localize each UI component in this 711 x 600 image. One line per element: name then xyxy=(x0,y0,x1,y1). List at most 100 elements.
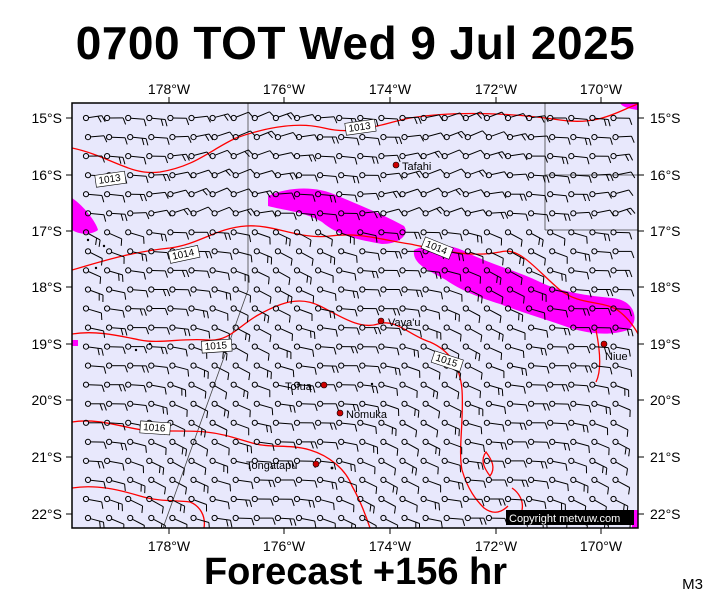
wind-barb-feather xyxy=(438,411,441,419)
wind-barb-shaft xyxy=(617,404,631,411)
wind-barb-shaft xyxy=(214,423,228,431)
wind-barb-feather xyxy=(375,426,377,434)
wind-barb-shaft xyxy=(235,385,249,393)
wind-barb-feather xyxy=(477,462,480,470)
wind-barb-feather xyxy=(546,330,549,338)
wind-barb-feather xyxy=(499,315,502,324)
wind-barb-feather xyxy=(206,411,209,419)
wind-barb-shaft xyxy=(469,290,483,297)
wind-barb-shaft xyxy=(216,328,230,335)
wind-barb-station xyxy=(380,210,387,217)
wind-barb-feather xyxy=(162,289,167,297)
wind-barb-shaft xyxy=(427,480,441,486)
wind-barb-shaft xyxy=(362,384,377,387)
wind-barb-shaft xyxy=(214,187,228,194)
wind-barb-shaft xyxy=(216,404,229,412)
wind-barb-shaft xyxy=(531,308,545,314)
wind-barb-shaft xyxy=(615,461,628,470)
wind-barb-shaft xyxy=(341,461,355,466)
wind-barb-station xyxy=(338,438,345,445)
wind-barb-shaft xyxy=(364,442,378,448)
wind-barb-station xyxy=(591,400,598,407)
wind-barb-feather xyxy=(460,500,463,509)
wind-barb-feather xyxy=(266,370,269,378)
wind-barb-shaft xyxy=(427,327,441,334)
wind-barb-shaft xyxy=(299,384,314,387)
wind-barb-shaft xyxy=(404,385,418,392)
wind-barb-feather xyxy=(375,235,378,243)
wind-barb-feather xyxy=(377,138,381,146)
wind-barb-feather xyxy=(187,289,192,297)
wind-barb-feather xyxy=(103,135,108,143)
wind-barb-feather xyxy=(356,404,360,412)
wind-barb-feather xyxy=(139,194,143,202)
wind-barb-feather xyxy=(392,485,395,493)
wind-barb-station xyxy=(378,495,385,503)
wind-barb-station xyxy=(401,362,408,369)
wind-barb-station xyxy=(295,286,303,293)
wind-barb-station xyxy=(528,324,535,331)
wind-barb-feather xyxy=(586,346,591,354)
wind-barb-shaft xyxy=(195,480,209,487)
wind-barb-shaft xyxy=(470,169,484,175)
wind-barb-shaft xyxy=(362,270,377,273)
wind-barb-station xyxy=(485,400,492,407)
wind-barb-station xyxy=(84,248,92,255)
wind-barb-shaft xyxy=(510,498,525,501)
wind-barb-feather xyxy=(268,277,270,285)
wind-barb-feather xyxy=(398,289,403,297)
wind-barb-shaft xyxy=(470,479,484,482)
wind-barb-shaft xyxy=(385,404,399,410)
wind-barb-shaft xyxy=(320,233,333,240)
wind-barb-feather xyxy=(181,154,186,162)
wind-barb-feather xyxy=(417,449,419,457)
wind-barb-feather xyxy=(124,365,128,373)
wind-barb-feather xyxy=(586,157,590,165)
wind-barb-feather xyxy=(314,134,319,142)
wind-barb-station xyxy=(190,172,197,179)
wind-barb-feather xyxy=(101,385,105,393)
wind-barb-shaft xyxy=(510,233,523,241)
wind-barb-feather xyxy=(565,463,568,471)
wind-barb-shaft xyxy=(406,404,420,412)
wind-barb-station xyxy=(188,381,195,388)
wind-barb-station xyxy=(589,495,596,503)
wind-barb-station xyxy=(190,362,197,369)
wind-barb-shaft xyxy=(405,308,419,311)
wind-barb-shaft xyxy=(194,115,208,119)
wind-barb-feather xyxy=(312,194,316,202)
wind-barb-feather xyxy=(415,171,421,178)
wind-barb-shaft xyxy=(385,172,400,176)
wind-barb-shaft xyxy=(512,365,526,370)
wind-barb-shaft xyxy=(151,499,164,508)
wind-barb-station xyxy=(359,248,366,255)
wind-barb-feather xyxy=(291,499,295,507)
wind-barb-feather xyxy=(438,372,441,380)
wind-barb-feather xyxy=(519,257,521,265)
wind-barb-station xyxy=(336,419,343,426)
wind-barb-shaft xyxy=(132,442,146,447)
wind-barb-feather xyxy=(414,117,418,125)
wind-barb-station xyxy=(336,114,343,122)
wind-barb-feather xyxy=(565,310,569,318)
wind-barb-feather xyxy=(352,404,356,412)
wind-barb-feather xyxy=(164,525,166,528)
wind-barb-feather xyxy=(310,214,314,222)
wind-barb-station xyxy=(188,457,195,464)
wind-barb-shaft xyxy=(470,251,484,258)
wind-barb-shaft xyxy=(446,347,460,355)
wind-barb-shaft xyxy=(489,347,502,354)
wind-barb-shaft xyxy=(111,441,126,445)
wind-barb-station xyxy=(106,286,113,293)
wind-barb-feather xyxy=(145,138,149,146)
wind-barb-feather xyxy=(396,155,401,162)
wind-barb-shaft xyxy=(343,289,358,293)
wind-barb-feather xyxy=(270,426,272,434)
wind-barb-feather xyxy=(306,275,309,283)
wind-barb-shaft xyxy=(341,193,356,196)
wind-barb-station xyxy=(378,229,385,236)
wind-barb-station xyxy=(232,476,239,483)
wind-barb-feather xyxy=(97,461,101,469)
wind-barb-feather xyxy=(246,445,249,453)
wind-barb-feather xyxy=(101,195,105,203)
